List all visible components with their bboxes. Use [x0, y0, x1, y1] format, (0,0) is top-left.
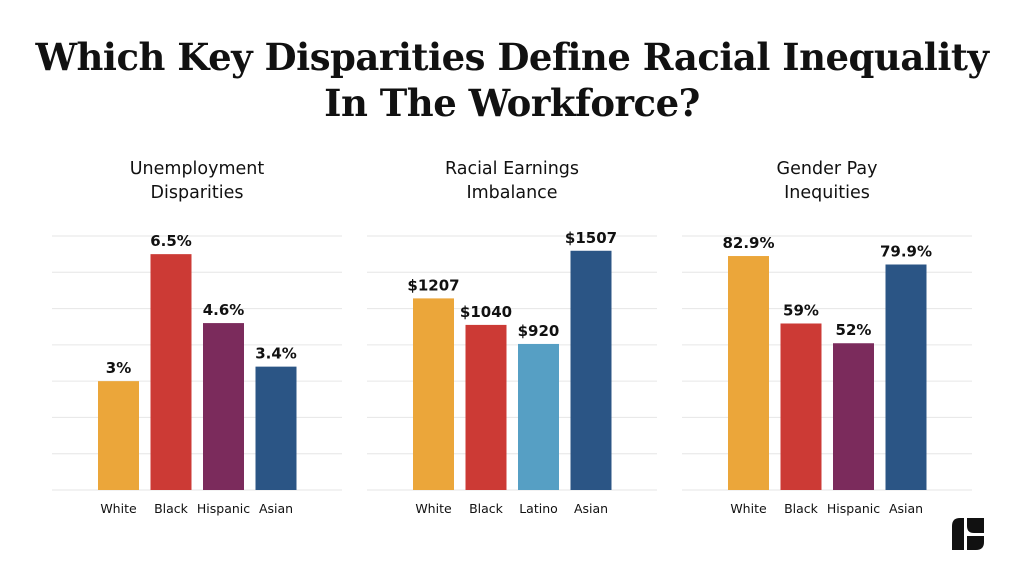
category-label: Asian: [259, 501, 293, 516]
value-label: 4.6%: [203, 301, 245, 319]
value-label: 52%: [836, 321, 872, 339]
bar-latino: [518, 343, 559, 490]
category-label: Black: [784, 501, 819, 516]
chart-title-line-2: Inequities: [784, 183, 870, 203]
value-label: 82.9%: [722, 234, 774, 252]
chart-unemployment-disparities: Unemployment Disparities 3%6.5%4.6%3.4% …: [52, 159, 342, 516]
page-title-line-1: Which Key Disparities Define Racial Ineq…: [35, 35, 989, 79]
value-label: 59%: [783, 301, 819, 319]
page-title-line-2: In The Workforce?: [324, 81, 700, 125]
brand-logo-icon: [952, 518, 984, 550]
chart-gender-pay-inequities: Gender Pay Inequities 82.9% 59% 52% 79.9% W…: [682, 159, 972, 516]
bar-hispanic: [203, 323, 244, 490]
category-label: Hispanic: [197, 501, 250, 516]
bar-white: [98, 381, 139, 490]
value-label: $920: [518, 322, 560, 340]
category-label: Black: [469, 501, 504, 516]
value-labels: $1207$1040 $920 $1507: [407, 229, 617, 340]
chart-title-line-1: Gender Pay: [777, 159, 878, 179]
bar-white: [413, 298, 454, 490]
value-label: $1207: [407, 276, 459, 294]
category-label: Black: [154, 501, 189, 516]
value-labels: 82.9% 59% 52% 79.9%: [722, 234, 932, 339]
category-label: Asian: [889, 501, 923, 516]
bar-black: [150, 254, 192, 490]
value-label: 6.5%: [150, 232, 192, 250]
gridlines: [52, 235, 342, 491]
bar-asian: [570, 250, 612, 490]
bars: [98, 254, 297, 490]
category-label: White: [730, 501, 767, 516]
category-label: White: [100, 501, 137, 516]
bar-asian: [885, 264, 927, 490]
chart-title-line-2: Disparities: [151, 183, 244, 203]
value-labels: 3% 6.5% 4.6% 3.4%: [106, 232, 297, 377]
bars: [413, 250, 612, 490]
category-labels: White Black Hispanic Asian: [730, 501, 923, 516]
chart-title-line-1: Racial Earnings: [445, 159, 579, 179]
bar-black: [780, 323, 822, 490]
bar-hispanic: [833, 343, 874, 490]
value-label: $1040: [460, 303, 512, 321]
category-label: Latino: [519, 501, 558, 516]
bar-black: [465, 324, 507, 490]
chart-title-line-2: Imbalance: [466, 183, 557, 203]
page-title: Which Key Disparities Define Racial Ineq…: [0, 34, 1024, 126]
value-label: 3%: [106, 359, 131, 377]
category-labels: White Black Latino Asian: [415, 501, 608, 516]
chart-racial-earnings-imbalance: Racial Earnings Imbalance $1207$1040 $920…: [367, 159, 657, 516]
value-label: 3.4%: [255, 345, 297, 363]
value-label: 79.9%: [880, 243, 932, 261]
category-label: Asian: [574, 501, 608, 516]
value-label: $1507: [565, 229, 617, 247]
bar-asian: [255, 366, 297, 490]
chart-title-line-1: Unemployment: [130, 159, 265, 179]
bar-white: [728, 256, 769, 490]
gridlines: [367, 235, 657, 491]
category-label: Hispanic: [827, 501, 880, 516]
bars: [728, 256, 927, 490]
gridlines: [682, 235, 972, 491]
category-label: White: [415, 501, 452, 516]
category-labels: White Black Hispanic Asian: [100, 501, 293, 516]
